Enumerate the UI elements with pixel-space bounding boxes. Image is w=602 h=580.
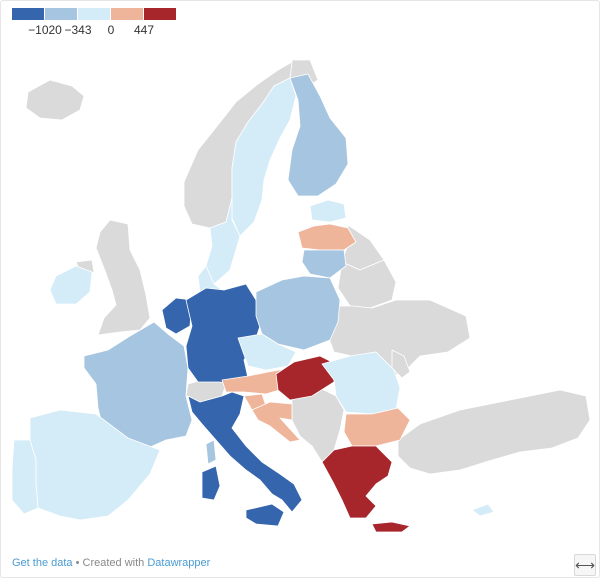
- region-iceland[interactable]: [25, 79, 85, 121]
- region-turkey[interactable]: [397, 389, 591, 475]
- region-cyprus[interactable]: [471, 503, 495, 517]
- region-bulgaria[interactable]: [343, 407, 411, 447]
- datawrapper-link[interactable]: Datawrapper: [147, 557, 211, 569]
- map-area: [11, 59, 591, 533]
- footer: Get the data • Created with Datawrapper: [12, 557, 210, 569]
- region-poland[interactable]: [255, 275, 341, 351]
- color-legend: −1020 −343 0 447: [12, 8, 176, 38]
- legend-swatch: [111, 8, 143, 20]
- legend-label: −343: [64, 23, 92, 37]
- region-netherlands[interactable]: [161, 297, 193, 335]
- region-sardinia[interactable]: [201, 465, 221, 501]
- region-france[interactable]: [83, 321, 193, 449]
- region-portugal[interactable]: [11, 439, 39, 515]
- expand-arrows-icon: ⟷: [574, 556, 596, 573]
- get-data-link[interactable]: Get the data: [12, 557, 73, 569]
- region-ireland[interactable]: [49, 265, 93, 305]
- legend-label: 447: [133, 23, 155, 37]
- region-germany[interactable]: [185, 283, 261, 387]
- region-uk[interactable]: [95, 219, 151, 336]
- region-latvia[interactable]: [297, 223, 357, 251]
- region-lithuania[interactable]: [301, 249, 347, 279]
- region-finland[interactable]: [287, 73, 349, 197]
- legend-swatch: [12, 8, 44, 20]
- legend-label: −1020: [28, 23, 62, 37]
- legend-label: 0: [107, 23, 115, 37]
- region-corsica[interactable]: [205, 439, 217, 465]
- region-sicily[interactable]: [245, 503, 285, 527]
- region-italy[interactable]: [187, 391, 303, 513]
- legend-swatch: [144, 8, 176, 20]
- region-ukraine[interactable]: [325, 299, 471, 377]
- legend-swatches: [12, 8, 176, 20]
- legend-swatch: [78, 8, 110, 20]
- region-moldova[interactable]: [391, 349, 411, 379]
- footer-separator: • Created with: [72, 557, 148, 569]
- region-estonia[interactable]: [309, 199, 347, 223]
- region-czechia[interactable]: [237, 333, 297, 371]
- expand-button[interactable]: ⟷: [574, 554, 596, 576]
- legend-swatch: [45, 8, 77, 20]
- region-croatia[interactable]: [251, 401, 301, 443]
- region-norway[interactable]: [231, 77, 297, 237]
- region-belarus[interactable]: [337, 259, 397, 309]
- region-crete[interactable]: [371, 521, 411, 533]
- europe-map: [11, 59, 591, 533]
- region-greece[interactable]: [321, 445, 393, 519]
